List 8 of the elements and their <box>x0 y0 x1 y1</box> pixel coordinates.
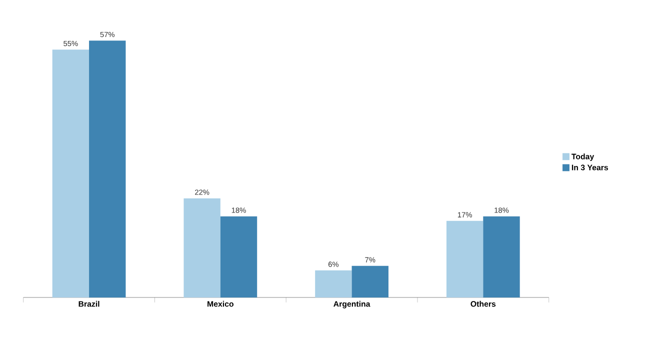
bar <box>446 220 484 298</box>
bar <box>52 50 90 298</box>
bar <box>89 40 126 298</box>
bar <box>220 216 258 298</box>
bar <box>352 266 388 298</box>
bar <box>483 216 520 298</box>
bar <box>184 198 220 298</box>
bar <box>315 270 352 298</box>
